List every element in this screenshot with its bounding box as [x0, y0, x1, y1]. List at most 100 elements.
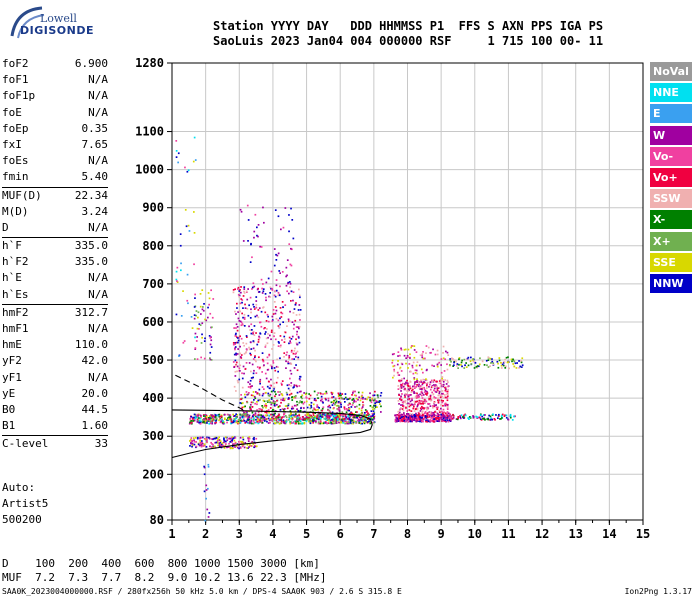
echo-point [259, 413, 261, 416]
echo-point [213, 445, 216, 448]
echo-point [226, 421, 228, 424]
echo-point [299, 379, 302, 381]
echo-point [270, 331, 273, 333]
echo-point [340, 413, 343, 416]
echo-point [472, 416, 475, 419]
echo-point [500, 361, 502, 364]
echo-point [344, 414, 347, 416]
echo-point [273, 301, 276, 303]
echo-point [193, 440, 196, 443]
echo-point [406, 382, 409, 385]
echo-point [176, 266, 179, 269]
echo-point [261, 405, 263, 407]
echo-point [407, 394, 409, 397]
echo-point [272, 408, 274, 411]
echo-point [223, 413, 226, 416]
echo-point [489, 365, 491, 367]
echo-point [208, 422, 211, 425]
echo-point [306, 406, 309, 409]
echo-point [240, 210, 243, 213]
echo-point [288, 383, 290, 386]
parameter-name: foE [2, 105, 22, 119]
echo-point [417, 394, 420, 397]
echo-point [427, 346, 430, 349]
echo-point [341, 393, 344, 395]
echo-point [378, 401, 380, 403]
echo-point [441, 390, 444, 392]
echo-point [425, 379, 428, 381]
echo-point [283, 356, 285, 358]
echo-point [240, 398, 243, 400]
echo-point [352, 421, 355, 424]
echo-point [403, 419, 406, 422]
echo-point [280, 228, 282, 231]
echo-point [331, 392, 334, 394]
echo-point [402, 382, 404, 385]
echo-point [360, 417, 363, 420]
echo-point [439, 415, 441, 417]
echo-point [412, 419, 414, 421]
echo-point [208, 303, 210, 306]
echo-point [278, 422, 281, 425]
echo-point [448, 419, 451, 421]
parameter-row: yF2 42.0 [2, 353, 108, 369]
echo-point [277, 415, 279, 417]
echo-point [287, 281, 290, 284]
echo-point [275, 381, 278, 384]
echo-point [285, 354, 288, 356]
echo-point [331, 413, 334, 416]
echo-point [261, 292, 264, 294]
echo-point [393, 368, 395, 371]
x-tick-label: 6 [337, 527, 344, 541]
echo-point [179, 244, 182, 247]
echo-point [189, 440, 191, 442]
echo-point [305, 417, 307, 419]
echo-point [298, 327, 300, 330]
echo-point [444, 402, 447, 405]
echo-point [244, 442, 247, 444]
echo-point [228, 446, 231, 448]
echo-point [321, 422, 323, 425]
echo-point [288, 357, 290, 360]
echo-point [447, 385, 449, 388]
echo-point [246, 401, 249, 404]
echo-point [287, 397, 290, 399]
echo-point [330, 401, 333, 404]
echo-point [194, 416, 197, 418]
echo-point [225, 440, 227, 443]
legend-entry: Vo+ [650, 167, 692, 187]
echo-point [317, 392, 320, 394]
echo-point [278, 342, 280, 344]
echo-point [352, 402, 354, 404]
echo-point [419, 417, 422, 419]
echo-point [429, 388, 432, 391]
echo-point [397, 351, 400, 353]
echo-point [435, 380, 437, 383]
echo-point [275, 393, 277, 396]
echo-point [369, 399, 371, 401]
echo-point [234, 335, 237, 337]
echo-point [246, 422, 249, 424]
echo-point [198, 421, 200, 424]
echo-point [206, 439, 208, 441]
parameter-value: N/A [88, 154, 108, 168]
echo-point [234, 310, 236, 313]
echo-point [237, 293, 240, 296]
echo-point [308, 420, 311, 423]
echo-point [195, 314, 197, 317]
echo-point [190, 440, 193, 442]
echo-point [199, 324, 202, 326]
echo-point [436, 364, 439, 367]
echo-point [415, 392, 417, 394]
echo-point [283, 341, 286, 343]
echo-point [316, 414, 319, 417]
echo-point [485, 359, 488, 362]
echo-point [413, 390, 415, 393]
echo-point [416, 381, 419, 384]
echo-point [193, 314, 196, 316]
echo-point [282, 226, 285, 229]
echo-point [247, 314, 250, 317]
echo-point [255, 421, 257, 424]
echo-point [348, 409, 350, 412]
echo-point [398, 416, 401, 418]
